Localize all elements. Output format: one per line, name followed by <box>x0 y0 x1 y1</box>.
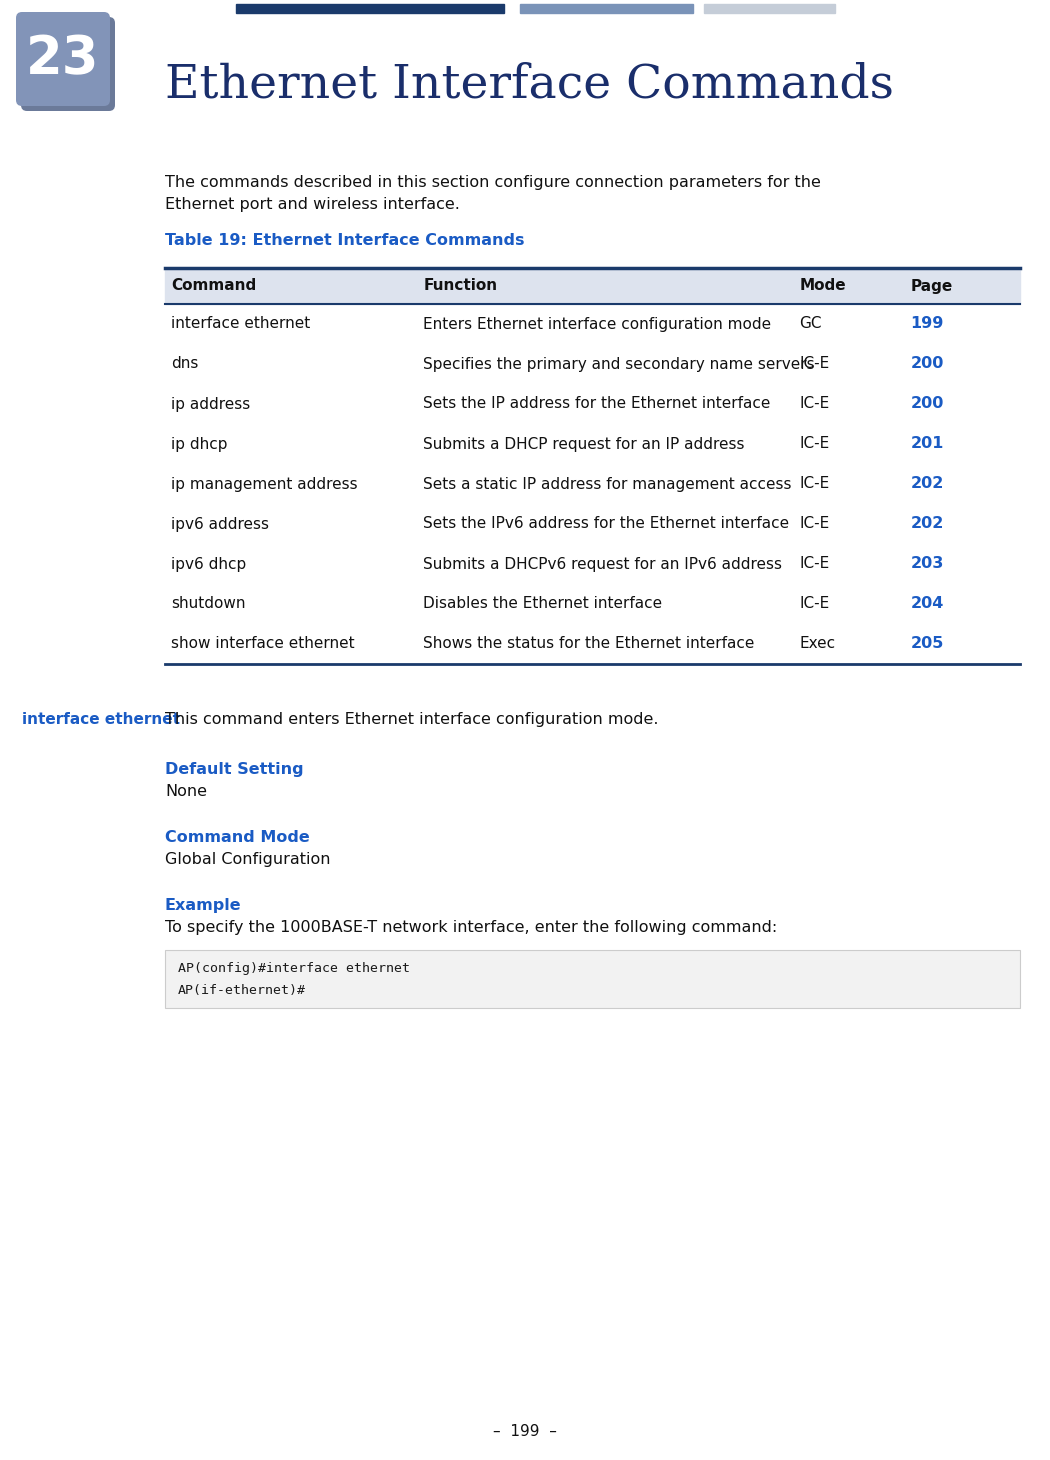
Text: Ethernet Interface Commands: Ethernet Interface Commands <box>165 63 894 108</box>
Text: dns: dns <box>171 356 198 371</box>
Text: ipv6 dhcp: ipv6 dhcp <box>171 556 247 571</box>
Text: 23: 23 <box>26 34 100 85</box>
Text: IC-E: IC-E <box>799 597 830 612</box>
Text: ip address: ip address <box>171 397 250 412</box>
Text: Page: Page <box>910 279 952 293</box>
Text: Disables the Ethernet interface: Disables the Ethernet interface <box>423 597 663 612</box>
Text: 200: 200 <box>910 356 944 371</box>
Text: shutdown: shutdown <box>171 597 246 612</box>
Text: Sets the IPv6 address for the Ethernet interface: Sets the IPv6 address for the Ethernet i… <box>423 517 790 531</box>
Text: AP(if-ethernet)#: AP(if-ethernet)# <box>178 984 306 997</box>
Text: IC-E: IC-E <box>799 556 830 571</box>
Text: IC-E: IC-E <box>799 517 830 531</box>
Text: Submits a DHCP request for an IP address: Submits a DHCP request for an IP address <box>423 437 744 451</box>
Text: AP(config)#interface ethernet: AP(config)#interface ethernet <box>178 962 410 975</box>
Text: Sets the IP address for the Ethernet interface: Sets the IP address for the Ethernet int… <box>423 397 771 412</box>
Text: 202: 202 <box>910 517 944 531</box>
Text: interface ethernet: interface ethernet <box>171 317 310 331</box>
Text: ipv6 address: ipv6 address <box>171 517 269 531</box>
Bar <box>520 4 693 13</box>
Text: 199: 199 <box>910 317 944 331</box>
Text: This command enters Ethernet interface configuration mode.: This command enters Ethernet interface c… <box>165 712 658 727</box>
Text: Table 19: Ethernet Interface Commands: Table 19: Ethernet Interface Commands <box>165 234 525 248</box>
Text: Specifies the primary and secondary name servers: Specifies the primary and secondary name… <box>423 356 815 371</box>
Text: IC-E: IC-E <box>799 437 830 451</box>
Text: show interface ethernet: show interface ethernet <box>171 637 355 651</box>
Text: IC-E: IC-E <box>799 397 830 412</box>
Text: Ethernet port and wireless interface.: Ethernet port and wireless interface. <box>165 197 460 212</box>
Text: Shows the status for the Ethernet interface: Shows the status for the Ethernet interf… <box>423 637 755 651</box>
Text: 201: 201 <box>910 437 944 451</box>
Text: Global Configuration: Global Configuration <box>165 853 331 867</box>
Bar <box>165 269 1020 304</box>
Text: Example: Example <box>165 898 242 912</box>
Text: None: None <box>165 784 207 799</box>
FancyBboxPatch shape <box>21 18 116 111</box>
Text: IC-E: IC-E <box>799 476 830 492</box>
Text: The commands described in this section configure connection parameters for the: The commands described in this section c… <box>165 175 821 190</box>
Bar <box>165 950 1020 1007</box>
Text: interface ethernet: interface ethernet <box>22 712 180 727</box>
Text: Default Setting: Default Setting <box>165 762 303 777</box>
Text: 205: 205 <box>910 637 944 651</box>
Bar <box>704 4 835 13</box>
Text: Function: Function <box>423 279 498 293</box>
Bar <box>236 4 504 13</box>
Text: Mode: Mode <box>799 279 846 293</box>
FancyBboxPatch shape <box>16 12 110 107</box>
Text: Command Mode: Command Mode <box>165 829 310 845</box>
Text: 204: 204 <box>910 597 944 612</box>
Text: ip dhcp: ip dhcp <box>171 437 228 451</box>
Text: Exec: Exec <box>799 637 836 651</box>
Text: Enters Ethernet interface configuration mode: Enters Ethernet interface configuration … <box>423 317 772 331</box>
Text: Submits a DHCPv6 request for an IPv6 address: Submits a DHCPv6 request for an IPv6 add… <box>423 556 782 571</box>
Text: IC-E: IC-E <box>799 356 830 371</box>
Text: Sets a static IP address for management access: Sets a static IP address for management … <box>423 476 792 492</box>
Text: Command: Command <box>171 279 256 293</box>
Text: GC: GC <box>799 317 822 331</box>
Text: To specify the 1000BASE-T network interface, enter the following command:: To specify the 1000BASE-T network interf… <box>165 920 777 934</box>
Text: 203: 203 <box>910 556 944 571</box>
Text: ip management address: ip management address <box>171 476 358 492</box>
Text: –  199  –: – 199 – <box>494 1425 556 1440</box>
Text: 202: 202 <box>910 476 944 492</box>
Text: 200: 200 <box>910 397 944 412</box>
